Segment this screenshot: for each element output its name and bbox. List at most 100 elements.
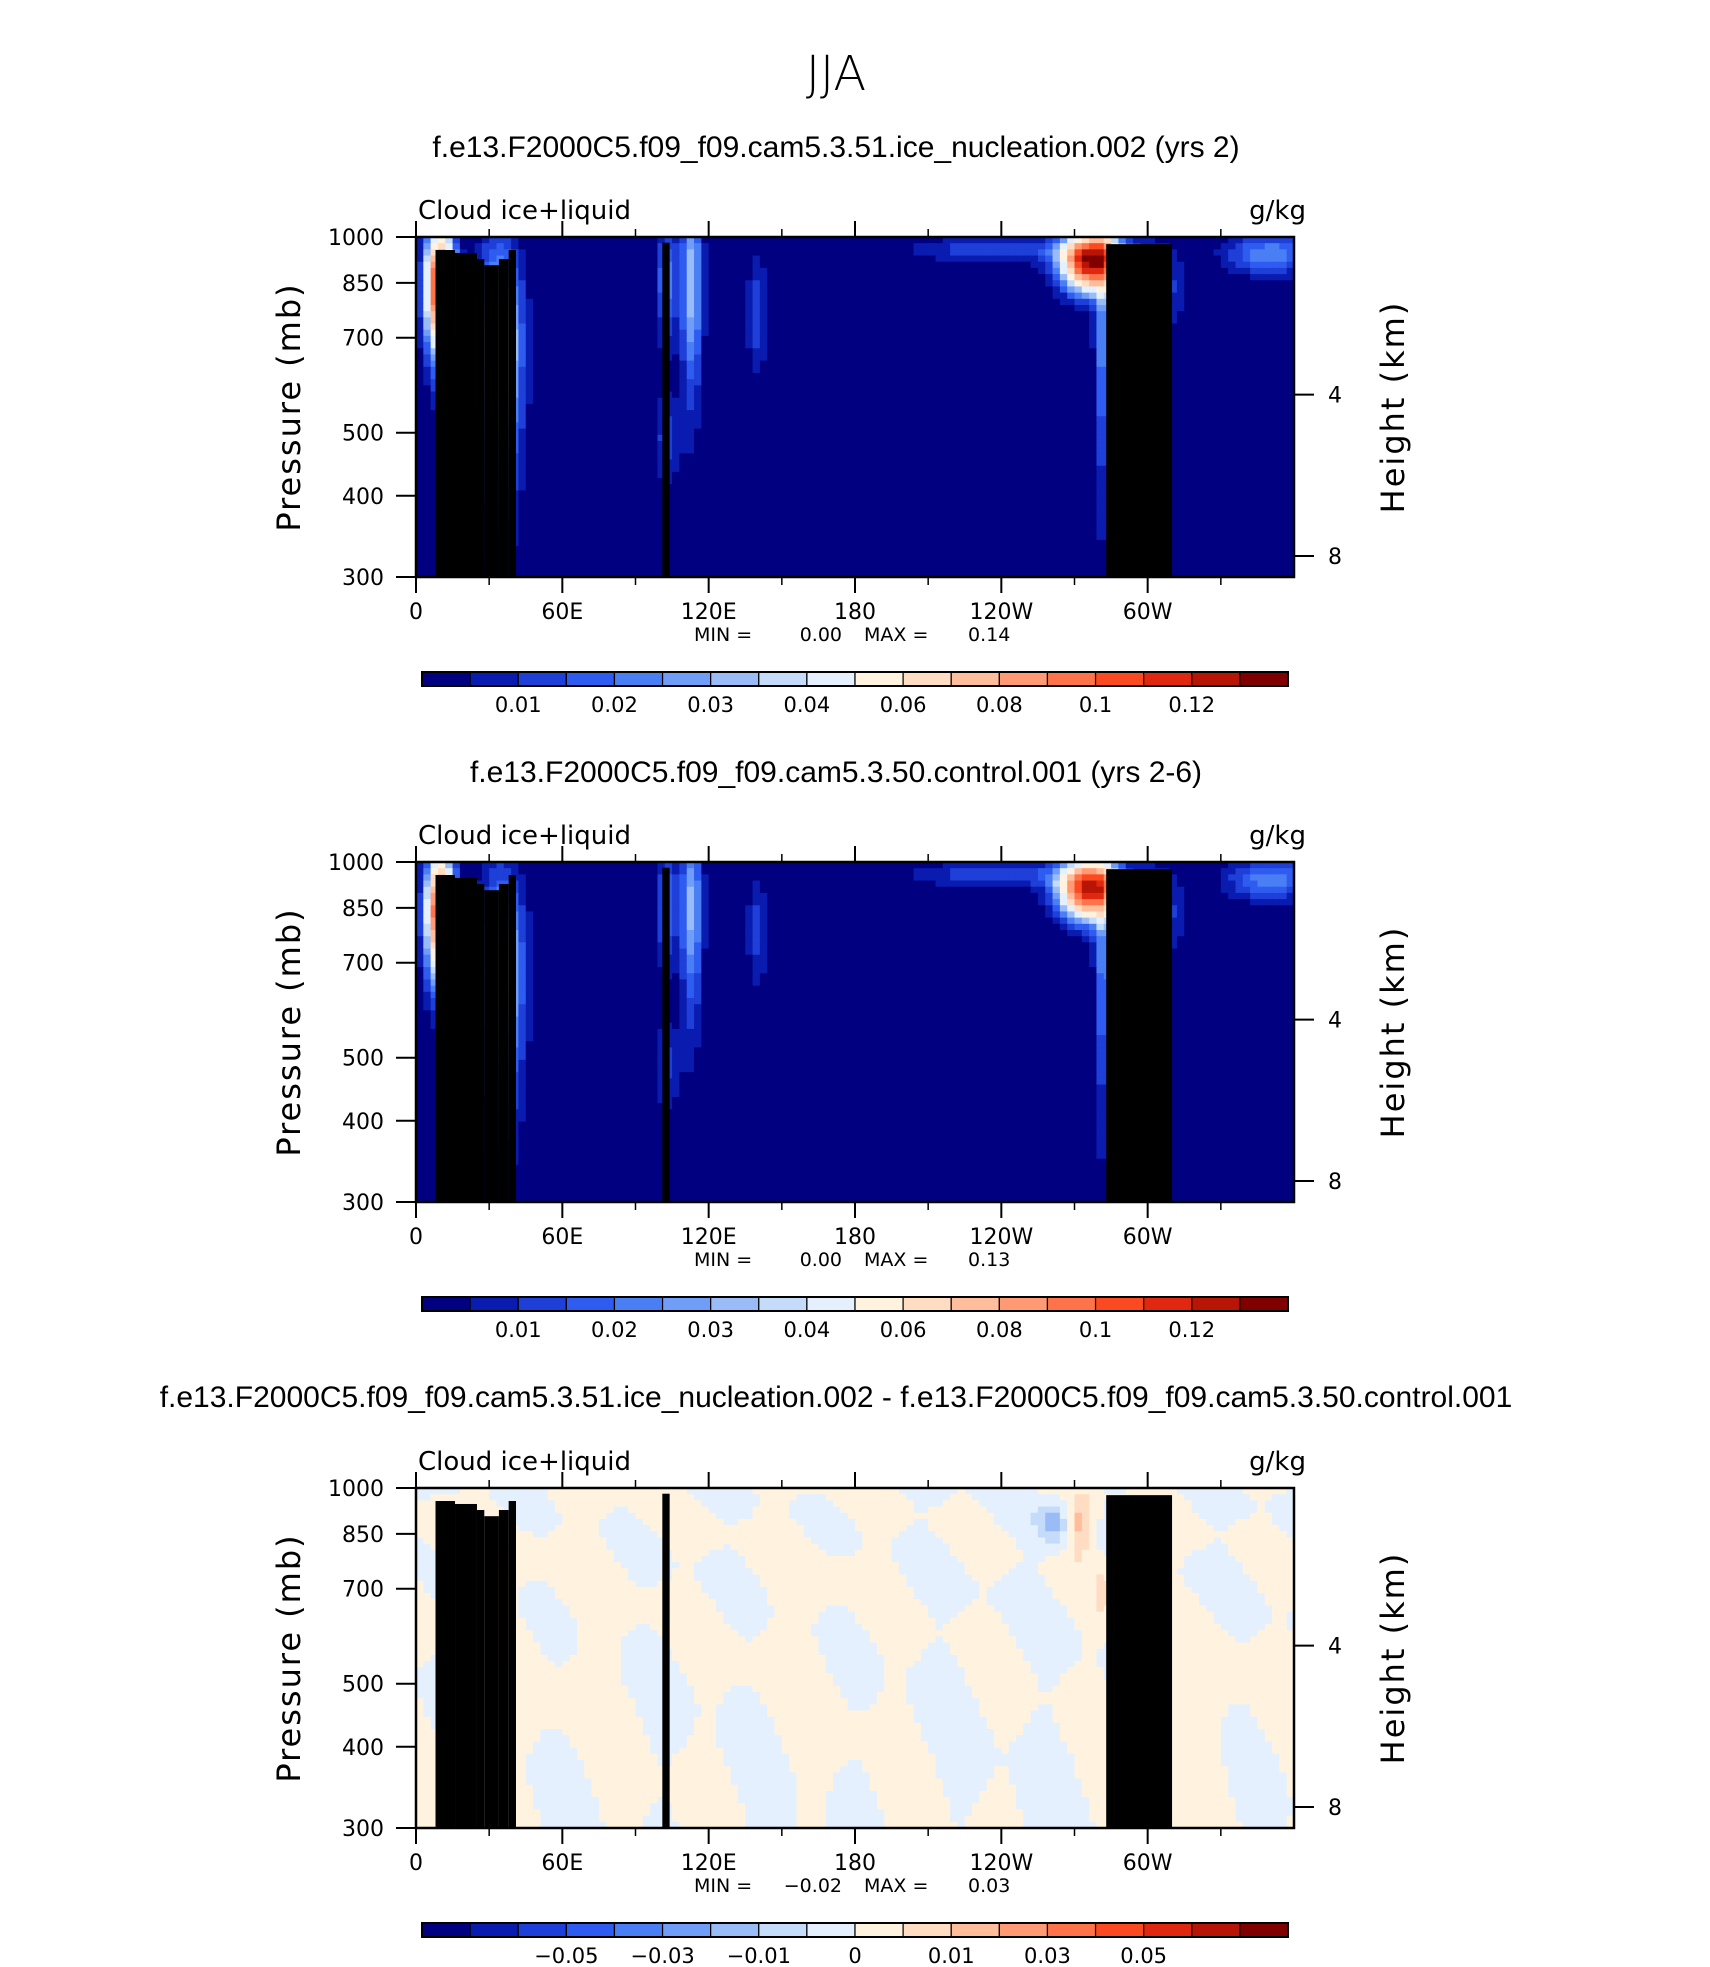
heatmap-cell xyxy=(803,305,812,312)
heatmap-cell xyxy=(1257,298,1266,306)
heatmap-cell xyxy=(1191,280,1200,288)
heatmap-cell xyxy=(1045,286,1054,294)
heatmap-cell xyxy=(942,391,951,399)
heatmap-cell xyxy=(694,397,702,405)
heatmap-cell xyxy=(496,249,505,257)
heatmap-cell xyxy=(964,478,973,485)
heatmap-cell xyxy=(613,305,622,312)
heatmap-cell xyxy=(950,255,959,263)
heatmap-cell xyxy=(869,249,878,257)
heatmap-cell xyxy=(1228,267,1237,275)
heatmap-cell xyxy=(833,335,841,343)
heatmap-cell xyxy=(862,348,871,356)
heatmap-cell xyxy=(416,465,424,473)
heatmap-cell xyxy=(1030,335,1039,343)
heatmap-cell xyxy=(598,323,607,331)
heatmap-cell xyxy=(781,416,790,424)
heatmap-cell xyxy=(540,342,549,349)
heatmap-cell xyxy=(635,360,644,368)
heatmap-cell xyxy=(825,471,834,479)
heatmap-cell xyxy=(569,422,578,430)
heatmap-cell xyxy=(701,323,710,331)
heatmap-cell xyxy=(745,434,754,442)
heatmap-cell xyxy=(876,335,885,343)
heatmap-cell xyxy=(620,373,629,380)
heatmap-cell xyxy=(1089,422,1098,430)
heatmap-cell xyxy=(1191,305,1200,312)
heatmap-cell xyxy=(1257,329,1266,337)
heatmap-cell xyxy=(1250,428,1259,436)
heatmap-cell xyxy=(730,490,739,498)
heatmap-cell xyxy=(906,354,915,362)
heatmap-cell xyxy=(986,360,995,368)
heatmap-cell xyxy=(737,280,746,288)
heatmap-cell xyxy=(1015,391,1024,399)
heatmap-cell xyxy=(723,490,732,498)
heatmap-cell xyxy=(1220,471,1229,479)
heatmap-cell xyxy=(525,422,534,430)
heatmap-cell xyxy=(715,243,724,250)
heatmap-cell xyxy=(584,329,593,337)
heatmap-cell xyxy=(869,335,878,343)
heatmap-cell xyxy=(767,379,776,386)
heatmap-cell xyxy=(598,348,607,356)
heatmap-cell xyxy=(855,410,863,417)
heatmap-cell xyxy=(1235,366,1244,374)
heatmap-cell xyxy=(833,323,841,331)
heatmap-cell xyxy=(759,298,768,306)
heatmap-cell xyxy=(540,397,549,405)
heatmap-cell xyxy=(1250,410,1259,417)
heatmap-cell xyxy=(416,397,424,405)
heatmap-cell xyxy=(811,249,820,257)
heatmap-cell xyxy=(562,410,571,417)
heatmap-cell xyxy=(694,360,702,368)
heatmap-cell xyxy=(1257,286,1266,294)
heatmap-cell xyxy=(979,317,988,325)
heatmap-cell xyxy=(964,379,973,386)
heatmap-cell xyxy=(620,255,629,263)
heatmap-cell xyxy=(803,453,812,461)
heatmap-cell xyxy=(1030,323,1039,331)
heatmap-cell xyxy=(818,422,827,430)
heatmap-cell xyxy=(555,261,563,269)
heatmap-cell xyxy=(730,280,739,288)
heatmap-cell xyxy=(1220,441,1229,448)
heatmap-cell xyxy=(928,335,937,343)
heatmap-cell xyxy=(1089,471,1098,479)
heatmap-cell xyxy=(1037,280,1046,288)
heatmap-cell xyxy=(569,261,578,269)
heatmap-cell xyxy=(1045,422,1054,430)
heatmap-cell xyxy=(533,391,541,399)
heatmap-cell xyxy=(1198,354,1207,362)
heatmap-cell xyxy=(789,366,798,374)
heatmap-cell xyxy=(737,428,746,436)
heatmap-cell xyxy=(767,428,776,436)
heatmap-cell xyxy=(686,428,695,436)
heatmap-cell xyxy=(715,305,724,312)
heatmap-cell xyxy=(1008,447,1017,454)
heatmap-cell xyxy=(994,305,1002,312)
heatmap-cell xyxy=(547,366,556,374)
heatmap-cell xyxy=(533,280,541,288)
heatmap-cell xyxy=(672,335,680,343)
heatmap-cell xyxy=(547,453,556,461)
heatmap-cell xyxy=(701,243,710,250)
heatmap-cell xyxy=(591,305,600,312)
heatmap-cell xyxy=(1250,261,1259,269)
heatmap-cell xyxy=(1081,397,1090,405)
heatmap-cell xyxy=(650,484,659,492)
heatmap-cell xyxy=(701,286,710,294)
heatmap-cell xyxy=(569,447,578,454)
heatmap-cell xyxy=(811,434,820,442)
heatmap-cell xyxy=(430,305,439,312)
heatmap-cell xyxy=(591,478,600,485)
heatmap-cell xyxy=(1220,416,1229,424)
heatmap-cell xyxy=(606,249,615,257)
heatmap-cell xyxy=(1037,298,1046,306)
heatmap-cell xyxy=(584,366,593,374)
heatmap-cell xyxy=(906,391,915,399)
heatmap-cell xyxy=(1191,261,1200,269)
heatmap-cell xyxy=(840,342,849,349)
heatmap-cell xyxy=(789,447,798,454)
heatmap-cell xyxy=(657,471,666,479)
